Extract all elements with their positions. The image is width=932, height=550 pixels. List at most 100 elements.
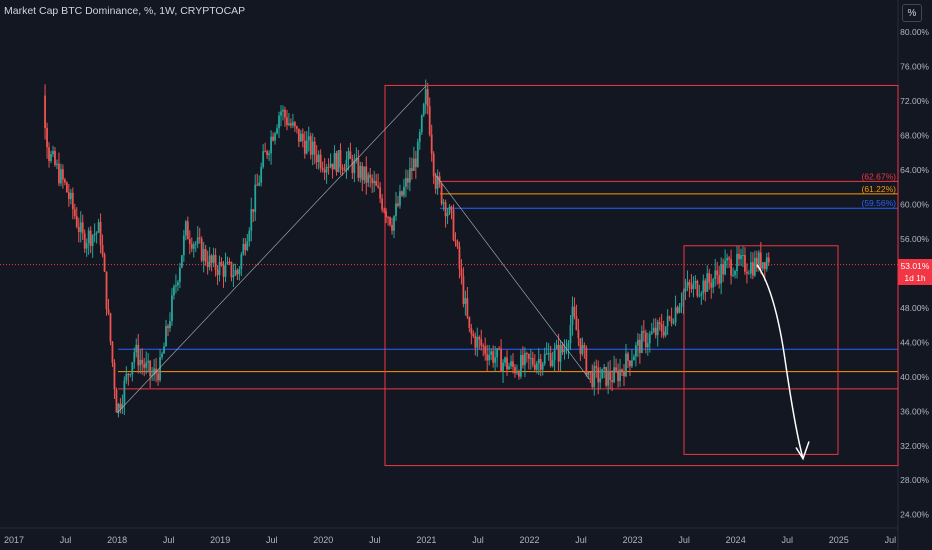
candle-body: [405, 178, 407, 187]
candle-body: [476, 336, 479, 348]
candle-body: [295, 126, 298, 129]
candle-body: [325, 166, 328, 173]
candle-body: [704, 280, 707, 292]
candle-body: [387, 217, 389, 219]
candle-body: [551, 360, 554, 366]
fib-level-label: (59.56%): [862, 198, 897, 208]
x-tick-label: 2025: [829, 535, 849, 545]
candle-body: [672, 322, 675, 324]
candle-body: [557, 344, 560, 362]
candle-body: [553, 348, 556, 361]
candle-body: [97, 222, 100, 233]
candle-body: [248, 230, 251, 242]
candle-body: [468, 316, 471, 328]
candle-body: [202, 249, 205, 261]
x-tick-label: Jul: [885, 535, 897, 545]
x-tick-label: 2017: [4, 535, 24, 545]
candle-body: [593, 366, 596, 387]
candle-body: [171, 295, 173, 322]
candle-body: [167, 326, 169, 329]
candle-body: [674, 307, 677, 323]
candle-body: [625, 353, 627, 377]
candle-body: [472, 333, 475, 337]
y-tick-label: 76.00%: [900, 61, 929, 71]
candle-body: [375, 180, 378, 186]
candle-body: [684, 288, 687, 292]
candle-body: [428, 106, 431, 135]
candle-body: [605, 367, 608, 386]
candle-body: [571, 306, 574, 325]
candle-body: [286, 117, 288, 126]
candle-body: [738, 253, 740, 260]
candle-body: [220, 261, 223, 266]
candle-body: [369, 174, 372, 178]
candle-body: [736, 253, 738, 272]
candle-body: [518, 372, 520, 377]
candle-body: [299, 133, 302, 142]
candle-body: [347, 151, 350, 160]
candle-body: [58, 163, 60, 184]
candle-body: [621, 369, 623, 371]
candle-body: [734, 271, 736, 276]
candle-body: [458, 246, 461, 269]
candle-body: [121, 403, 124, 409]
candle-body: [426, 89, 429, 107]
candle-body: [224, 263, 227, 277]
y-tick-label: 80.00%: [900, 27, 929, 37]
candle-body: [577, 330, 580, 339]
candle-body: [270, 136, 272, 154]
candle-body: [623, 370, 625, 377]
candle-body: [297, 128, 300, 142]
candle-body: [155, 368, 157, 374]
candle-body: [668, 316, 671, 318]
candle-body: [682, 291, 685, 303]
percent-scale-button[interactable]: %: [902, 4, 922, 22]
candle-body: [561, 344, 564, 353]
candle-body: [692, 283, 695, 289]
candle-body: [85, 243, 88, 249]
candle-layer: [44, 79, 770, 418]
candle-body: [91, 235, 94, 246]
candle-body: [702, 280, 705, 294]
candle-body: [54, 151, 56, 165]
candle-body: [135, 344, 138, 353]
candle-body: [284, 109, 286, 118]
candle-body: [488, 354, 491, 361]
candle-body: [406, 178, 409, 183]
x-tick-label: 2021: [416, 535, 436, 545]
candle-body: [466, 298, 469, 317]
x-tick-label: 2020: [313, 535, 333, 545]
candle-body: [280, 111, 282, 116]
x-tick-label: Jul: [369, 535, 381, 545]
candle-body: [107, 309, 110, 314]
candle-body: [190, 243, 193, 249]
candle-body: [315, 154, 318, 163]
candle-body: [613, 367, 615, 383]
candle-body: [751, 262, 754, 276]
candle-body: [722, 263, 725, 275]
candle-body: [539, 359, 542, 370]
candle-body: [698, 295, 701, 297]
candle-body: [408, 168, 411, 183]
candle-body: [658, 322, 661, 325]
candle-body: [123, 380, 126, 404]
candle-body: [44, 95, 46, 128]
y-tick-label: 24.00%: [900, 510, 929, 520]
fib-level-label: (61.22%): [862, 184, 897, 194]
candle-body: [161, 353, 163, 358]
candle-body: [412, 158, 415, 171]
candle-body: [226, 261, 229, 264]
candle-body: [454, 239, 457, 242]
candle-body: [573, 306, 576, 317]
candle-body: [373, 180, 376, 184]
candle-body: [93, 233, 96, 236]
candle-body: [63, 179, 66, 183]
candle-body: [529, 357, 532, 359]
candle-body: [178, 267, 181, 282]
candle-body: [686, 282, 689, 289]
candle-body: [290, 123, 292, 126]
candle-body: [710, 282, 713, 288]
candle-body: [391, 224, 393, 231]
candle-body: [319, 154, 322, 168]
